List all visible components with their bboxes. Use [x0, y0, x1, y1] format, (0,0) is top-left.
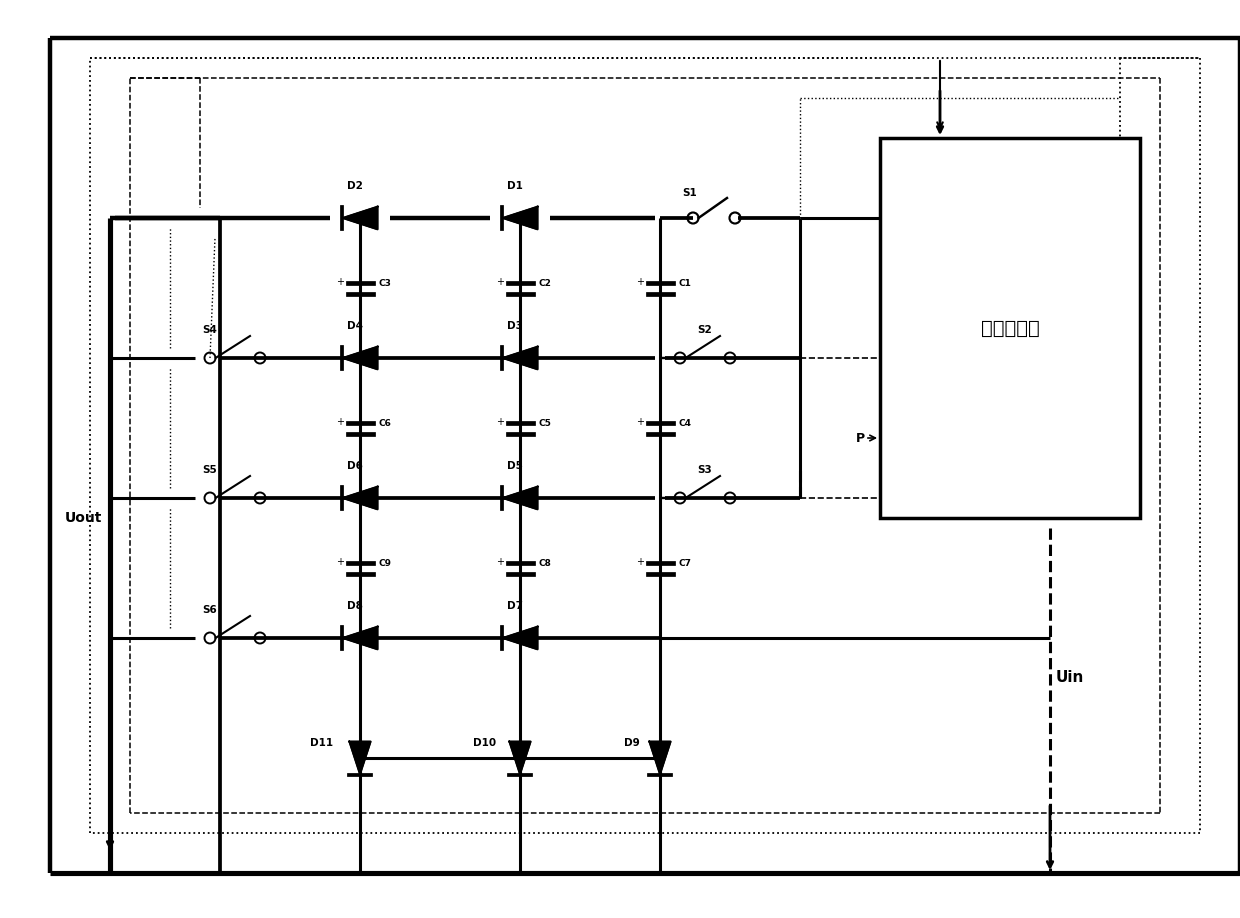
Text: +: + — [636, 277, 644, 287]
Text: S4: S4 — [202, 325, 217, 335]
Text: C6: C6 — [378, 420, 392, 429]
Text: D6: D6 — [347, 461, 363, 471]
Text: C7: C7 — [678, 559, 692, 568]
Text: +: + — [496, 417, 503, 427]
Text: 单片机系统: 单片机系统 — [981, 319, 1039, 338]
Text: C1: C1 — [678, 279, 692, 288]
Polygon shape — [510, 742, 531, 775]
Polygon shape — [342, 627, 378, 649]
Polygon shape — [342, 487, 378, 509]
Text: +: + — [636, 417, 644, 427]
Polygon shape — [502, 627, 538, 649]
Text: +: + — [336, 557, 343, 567]
Text: +: + — [336, 417, 343, 427]
Polygon shape — [342, 347, 378, 369]
Text: S2: S2 — [698, 325, 712, 335]
Text: S6: S6 — [202, 605, 217, 615]
Text: C9: C9 — [378, 559, 392, 568]
Text: C4: C4 — [678, 420, 692, 429]
Text: +: + — [496, 557, 503, 567]
Text: D2: D2 — [347, 181, 363, 191]
Text: C8: C8 — [538, 559, 552, 568]
Text: Uin: Uin — [1055, 670, 1084, 686]
Text: +: + — [636, 557, 644, 567]
Text: D7: D7 — [507, 601, 523, 611]
Text: D11: D11 — [310, 738, 334, 748]
Text: D5: D5 — [507, 461, 523, 471]
Text: +: + — [496, 277, 503, 287]
Polygon shape — [650, 742, 671, 775]
Text: D4: D4 — [347, 321, 363, 331]
Bar — [880, 138, 1140, 518]
Text: C3: C3 — [378, 279, 392, 288]
Text: C5: C5 — [538, 420, 552, 429]
Polygon shape — [350, 742, 371, 775]
Text: S1: S1 — [683, 188, 697, 198]
Polygon shape — [502, 347, 538, 369]
Text: D9: D9 — [624, 738, 640, 748]
Text: D10: D10 — [474, 738, 496, 748]
Text: Uout: Uout — [64, 511, 103, 525]
Polygon shape — [342, 207, 378, 230]
Polygon shape — [502, 207, 538, 230]
Polygon shape — [502, 487, 538, 509]
Text: D1: D1 — [507, 181, 523, 191]
Text: S5: S5 — [202, 465, 217, 475]
Text: S3: S3 — [698, 465, 712, 475]
Text: P: P — [856, 431, 864, 444]
Text: C2: C2 — [538, 279, 552, 288]
Text: D8: D8 — [347, 601, 363, 611]
Text: +: + — [336, 277, 343, 287]
Text: D3: D3 — [507, 321, 523, 331]
